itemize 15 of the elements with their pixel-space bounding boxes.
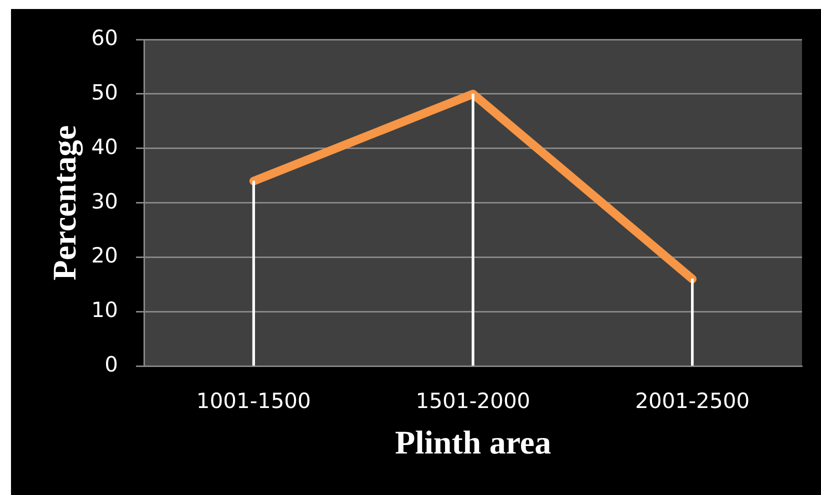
x-tick-label: 1501-2000 bbox=[416, 389, 530, 414]
bar bbox=[691, 278, 694, 366]
y-tick-label: 50 bbox=[91, 80, 118, 104]
y-tick-label: 0 bbox=[104, 352, 118, 376]
y-tick-label: 10 bbox=[91, 298, 118, 322]
x-tick-label: 1001-1500 bbox=[196, 389, 311, 414]
y-tick-label: 30 bbox=[91, 189, 118, 214]
bar bbox=[472, 94, 474, 366]
y-axis-title: Percentage bbox=[47, 125, 84, 280]
y-tick-label: 60 bbox=[91, 26, 118, 50]
y-tick-label: 20 bbox=[91, 244, 118, 268]
x-tick-label: 2001-2500 bbox=[635, 389, 750, 414]
y-tick-label: 40 bbox=[91, 134, 118, 159]
x-axis-title: Plinth area bbox=[394, 426, 552, 462]
bar bbox=[252, 180, 255, 366]
